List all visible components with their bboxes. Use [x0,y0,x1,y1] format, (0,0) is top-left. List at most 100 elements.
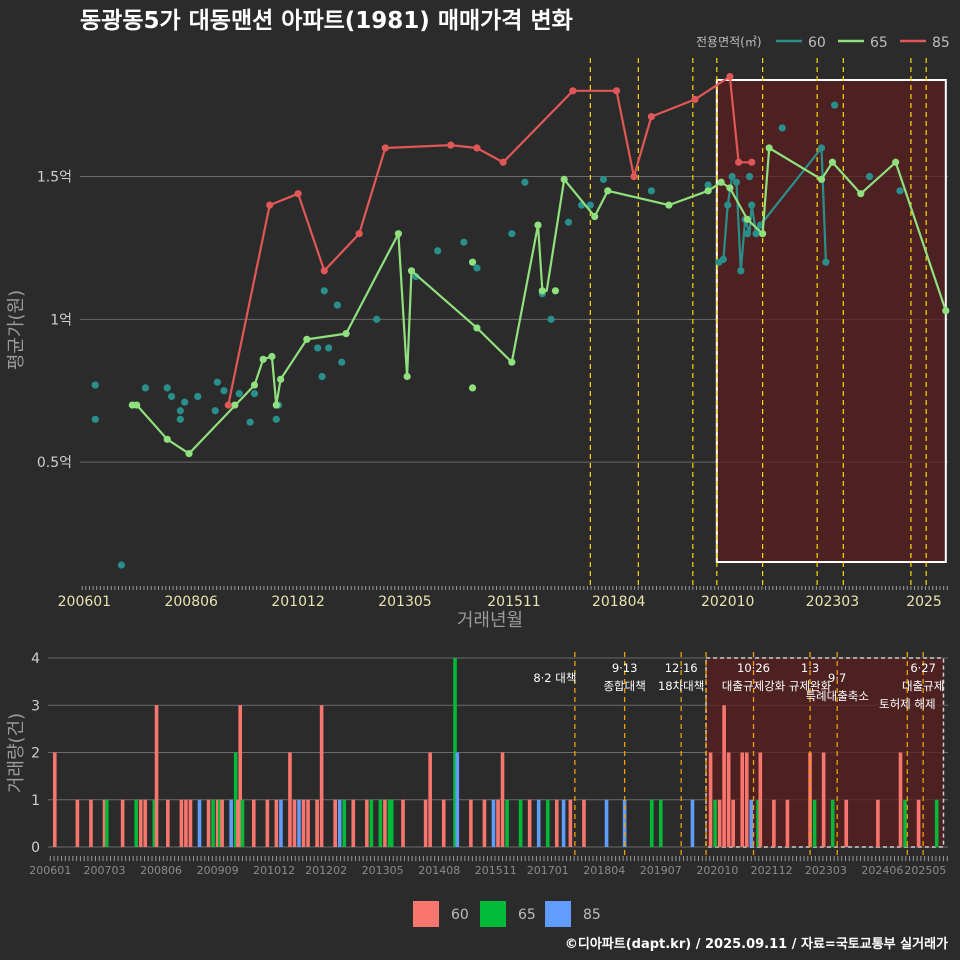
policy-annotation: 18차대책 [658,679,704,693]
volume-bar-60 [401,799,405,847]
price-x-tick-label: 201305 [378,594,431,610]
volume-bar-65 [152,799,157,847]
volume-bar-60 [876,799,880,847]
point-65 [743,215,751,223]
point-60 [473,264,481,272]
point-60 [547,315,555,323]
point-65 [468,384,477,392]
volume-x-tick-label: 201701 [527,864,569,877]
volume-bar-60 [351,799,356,847]
volume-x-tick-label: 201305 [362,864,404,877]
point-85 [612,87,621,95]
price-x-axis-title: 거래년월 [457,610,523,631]
volume-x-tick-label: 202406 [861,864,903,877]
policy-annotation: 9·13 [612,661,638,675]
volume-bar-60 [383,799,387,847]
point-65 [604,187,612,195]
volume-legend-label-85: 85 [583,907,601,923]
price-x-tick-label: 202010 [701,594,754,610]
policy-annotation: 6·27 [910,661,936,675]
volume-legend-swatch-85 [545,901,571,927]
volume-bar-65 [934,799,939,847]
point-60 [412,272,420,281]
point-60 [817,144,826,152]
price-x-tick-label: 201511 [487,594,540,610]
policy-annotation: 10·26 [737,661,770,675]
volume-bar-60 [365,799,369,847]
volume-x-ticks: 200601 200703 200806 200909 201012 201202 2013… [29,864,946,877]
point-65 [259,355,267,363]
point-60 [318,372,326,381]
volume-bar-85 [297,799,301,847]
volume-bar-60 [265,799,270,847]
volume-bars [52,658,939,847]
point-60 [896,187,904,195]
volume-bar-60 [274,799,279,847]
volume-bar-60 [568,799,573,847]
point-65 [717,178,725,186]
volume-y-tick-label: 4 [31,651,40,667]
volume-bar-60 [75,799,80,847]
point-65 [250,381,259,389]
point-65 [857,190,865,198]
volume-x-tick-label: 200703 [84,864,126,877]
point-85 [224,401,232,409]
volume-bar-60 [288,752,292,847]
volume-bar-60 [238,705,243,847]
volume-bar-65 [233,752,238,847]
volume-bar-65 [812,799,817,847]
legend-label-60: 60 [808,35,826,51]
point-85 [294,190,302,198]
point-60 [737,267,745,275]
volume-bar-60 [184,799,188,847]
point-60 [865,172,874,181]
volume-bar-60 [333,799,337,847]
point-60 [163,384,171,392]
point-85 [266,201,274,209]
volume-bar-60 [102,799,107,847]
volume-x-tick-label: 200806 [140,864,182,877]
volume-bar-85 [229,799,233,847]
volume-bar-60 [469,799,473,847]
point-60 [822,258,830,266]
volume-bar-60 [206,799,211,847]
point-65 [185,450,193,458]
point-60 [181,398,189,406]
volume-bar-60 [423,799,428,847]
volume-bar-60 [441,799,446,847]
policy-annotation: 9·7 [828,671,846,685]
point-60 [220,387,228,395]
policy-annotation: 토허제 해제 [879,697,936,711]
volume-bar-60 [916,799,921,847]
volume-x-tick-label: 201804 [583,864,625,877]
volume-y-tick-label: 2 [31,746,40,762]
point-65 [665,201,673,209]
volume-bar-65 [240,799,245,847]
footer-credit: ©디아파트(dapt.kr) / 2025.09.11 / 자료=국토교통부 실… [565,936,948,952]
point-60 [599,175,608,183]
point-60 [745,172,754,181]
volume-legend-swatch-60 [413,901,439,927]
point-60 [586,201,594,209]
volume-legend-swatch-65 [480,901,506,927]
point-65 [342,330,350,338]
point-60 [647,187,655,195]
volume-bar-65 [104,799,109,847]
policy-annotation: 종합대책 [603,679,645,693]
point-65 [468,258,477,266]
point-60 [91,415,99,423]
point-65 [817,175,826,183]
volume-x-tick-label: 202010 [696,864,738,877]
volume-bar-60 [292,799,297,847]
volume-bar-60 [758,752,763,847]
volume-bar-85 [197,799,202,847]
legend-label-65: 65 [870,35,888,51]
volume-x-tick-label: 201511 [475,864,517,877]
point-65 [942,307,950,315]
volume-bar-60 [554,799,559,847]
volume-policy-lines [574,652,924,858]
price-x-tick-label: 200806 [164,594,218,610]
point-60 [732,178,741,186]
price-y-tick-label: 1억 [50,312,72,328]
